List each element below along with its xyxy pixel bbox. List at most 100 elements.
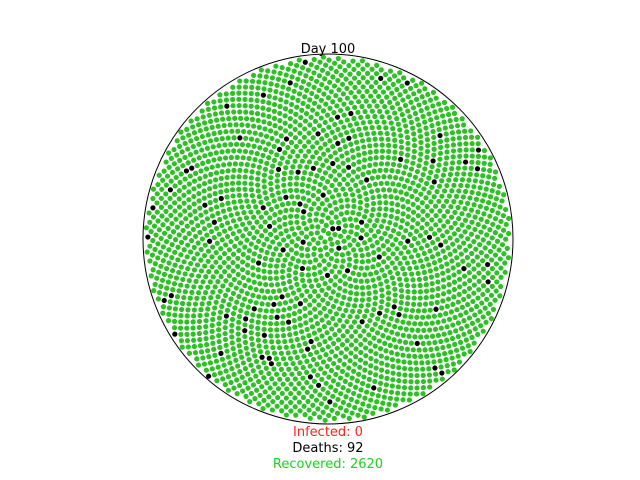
person-point-recovered — [238, 240, 243, 245]
person-point-recovered — [424, 321, 429, 326]
person-point-recovered — [441, 291, 446, 296]
person-point-recovered — [299, 230, 304, 235]
person-point-recovered — [364, 308, 369, 313]
person-point-recovered — [177, 180, 182, 185]
person-point-dead — [377, 254, 382, 259]
person-point-recovered — [424, 334, 429, 339]
person-point-recovered — [401, 75, 406, 80]
person-point-recovered — [237, 78, 242, 83]
person-point-recovered — [432, 314, 437, 319]
person-point-recovered — [368, 119, 373, 124]
person-point-recovered — [390, 242, 395, 247]
person-point-recovered — [374, 270, 379, 275]
person-point-recovered — [341, 138, 346, 143]
person-point-recovered — [367, 143, 372, 148]
person-point-recovered — [351, 271, 356, 276]
person-point-recovered — [436, 101, 441, 106]
person-point-recovered — [260, 99, 265, 104]
person-point-recovered — [433, 204, 438, 209]
person-point-recovered — [430, 294, 435, 299]
person-point-recovered — [237, 343, 242, 348]
person-point-recovered — [454, 117, 459, 122]
person-point-recovered — [267, 87, 272, 92]
person-point-recovered — [350, 178, 355, 183]
person-point-recovered — [244, 198, 249, 203]
person-point-recovered — [437, 358, 442, 363]
person-point-dead — [315, 131, 320, 136]
person-point-recovered — [259, 233, 264, 238]
person-point-recovered — [334, 103, 339, 108]
person-point-dead — [439, 370, 444, 375]
person-point-recovered — [302, 260, 307, 265]
person-point-recovered — [199, 147, 204, 152]
person-point-recovered — [392, 73, 397, 78]
person-point-recovered — [224, 181, 229, 186]
person-point-recovered — [503, 237, 508, 242]
person-point-recovered — [302, 306, 307, 311]
person-point-recovered — [443, 311, 448, 316]
person-point-recovered — [444, 199, 449, 204]
person-point-recovered — [421, 373, 426, 378]
person-point-recovered — [214, 118, 219, 123]
person-point-recovered — [435, 252, 440, 257]
person-point-recovered — [387, 100, 392, 105]
person-point-recovered — [377, 85, 382, 90]
person-point-recovered — [261, 269, 266, 274]
person-point-recovered — [325, 364, 330, 369]
person-point-recovered — [150, 196, 155, 201]
person-point-recovered — [399, 288, 404, 293]
person-point-recovered — [282, 339, 287, 344]
person-point-recovered — [301, 404, 306, 409]
person-point-recovered — [262, 262, 267, 267]
person-point-recovered — [258, 370, 263, 375]
person-point-recovered — [370, 327, 375, 332]
person-point-recovered — [343, 192, 348, 197]
person-point-recovered — [158, 264, 163, 269]
person-point-recovered — [490, 235, 495, 240]
person-point-recovered — [297, 91, 302, 96]
person-point-recovered — [424, 289, 429, 294]
person-point-recovered — [290, 164, 295, 169]
person-point-recovered — [401, 359, 406, 364]
person-point-recovered — [341, 400, 346, 405]
person-point-recovered — [457, 292, 462, 297]
person-point-recovered — [200, 134, 205, 139]
person-point-recovered — [476, 160, 481, 165]
person-point-recovered — [249, 391, 254, 396]
person-point-recovered — [396, 231, 401, 236]
person-point-recovered — [462, 281, 467, 286]
person-point-recovered — [329, 408, 334, 413]
person-point-recovered — [421, 238, 426, 243]
person-point-recovered — [293, 413, 298, 418]
person-point-dead — [256, 260, 261, 265]
person-point-recovered — [478, 204, 483, 209]
person-point-recovered — [370, 195, 375, 200]
person-point-recovered — [482, 192, 487, 197]
person-point-recovered — [273, 131, 278, 136]
person-point-recovered — [348, 142, 353, 147]
person-point-recovered — [336, 192, 341, 197]
person-point-recovered — [268, 175, 273, 180]
person-point-recovered — [411, 202, 416, 207]
person-point-recovered — [427, 378, 432, 383]
person-point-recovered — [192, 267, 197, 272]
person-point-dead — [207, 239, 212, 244]
person-point-recovered — [505, 246, 510, 251]
person-point-recovered — [320, 68, 325, 73]
person-point-recovered — [184, 127, 189, 132]
person-point-recovered — [231, 268, 236, 273]
person-point-recovered — [408, 373, 413, 378]
person-point-recovered — [225, 308, 230, 313]
person-point-recovered — [438, 151, 443, 156]
person-point-recovered — [305, 190, 310, 195]
person-point-recovered — [219, 110, 224, 115]
person-point-recovered — [268, 295, 273, 300]
person-point-recovered — [379, 406, 384, 411]
person-point-recovered — [360, 253, 365, 258]
person-point-recovered — [423, 276, 428, 281]
person-point-recovered — [273, 89, 278, 94]
person-point-recovered — [251, 368, 256, 373]
person-point-recovered — [213, 198, 218, 203]
person-point-recovered — [361, 120, 366, 125]
person-point-recovered — [433, 266, 438, 271]
